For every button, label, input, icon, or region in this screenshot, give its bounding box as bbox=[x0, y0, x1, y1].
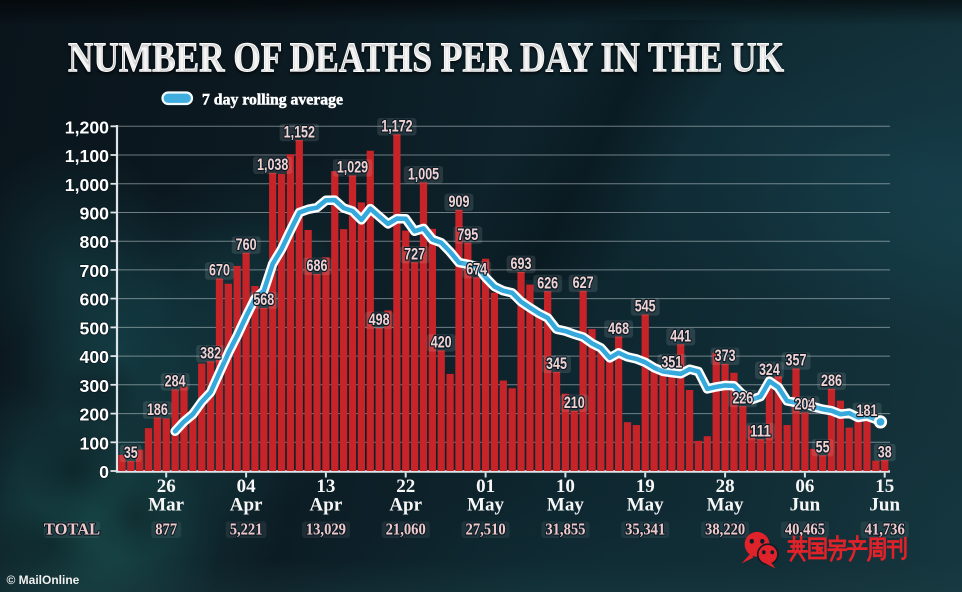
svg-text:286: 286 bbox=[821, 372, 842, 390]
svg-text:15: 15 bbox=[875, 476, 894, 497]
svg-text:35: 35 bbox=[124, 444, 138, 462]
svg-text:181: 181 bbox=[857, 402, 878, 420]
svg-text:300: 300 bbox=[79, 376, 109, 396]
svg-text:357: 357 bbox=[786, 352, 807, 370]
svg-text:760: 760 bbox=[236, 236, 257, 254]
svg-text:35,341: 35,341 bbox=[625, 520, 665, 539]
svg-text:22: 22 bbox=[396, 476, 415, 497]
svg-text:TOTAL: TOTAL bbox=[44, 520, 100, 539]
svg-text:700: 700 bbox=[79, 261, 109, 281]
svg-text:686: 686 bbox=[307, 257, 328, 275]
svg-text:© MailOnline: © MailOnline bbox=[7, 573, 80, 587]
svg-text:400: 400 bbox=[79, 347, 109, 367]
svg-text:Apr: Apr bbox=[389, 495, 422, 516]
svg-text:0: 0 bbox=[99, 462, 109, 482]
svg-text:226: 226 bbox=[732, 389, 753, 407]
svg-text:600: 600 bbox=[79, 290, 109, 310]
svg-text:373: 373 bbox=[715, 347, 736, 365]
svg-text:200: 200 bbox=[79, 405, 109, 425]
svg-text:670: 670 bbox=[209, 262, 230, 280]
svg-text:100: 100 bbox=[79, 433, 109, 453]
svg-text:382: 382 bbox=[200, 345, 221, 363]
svg-text:674: 674 bbox=[466, 261, 487, 279]
svg-text:5,221: 5,221 bbox=[230, 520, 263, 539]
svg-text:May: May bbox=[707, 495, 744, 516]
svg-text:877: 877 bbox=[155, 520, 177, 539]
svg-text:55: 55 bbox=[816, 438, 830, 456]
svg-text:204: 204 bbox=[794, 396, 815, 414]
svg-text:1,000: 1,000 bbox=[65, 175, 109, 195]
svg-text:1,200: 1,200 bbox=[65, 117, 109, 137]
svg-text:27,510: 27,510 bbox=[466, 520, 506, 539]
svg-text:468: 468 bbox=[608, 320, 629, 338]
svg-text:NUMBER OF DEATHS PER DAY IN TH: NUMBER OF DEATHS PER DAY IN THE UK bbox=[68, 36, 784, 82]
svg-text:345: 345 bbox=[546, 355, 567, 373]
svg-text:500: 500 bbox=[79, 318, 109, 338]
svg-text:795: 795 bbox=[457, 226, 478, 244]
svg-text:1,038: 1,038 bbox=[257, 156, 288, 174]
svg-text:Jun: Jun bbox=[869, 495, 900, 516]
svg-text:19: 19 bbox=[636, 476, 655, 497]
svg-text:21,060: 21,060 bbox=[386, 520, 426, 539]
svg-text:Jun: Jun bbox=[790, 495, 821, 516]
svg-text:May: May bbox=[547, 495, 584, 516]
svg-text:284: 284 bbox=[165, 373, 186, 391]
svg-text:13: 13 bbox=[316, 476, 335, 497]
svg-text:186: 186 bbox=[147, 401, 168, 419]
svg-text:727: 727 bbox=[404, 245, 425, 263]
svg-text:909: 909 bbox=[449, 193, 470, 211]
svg-text:351: 351 bbox=[661, 353, 682, 371]
svg-text:May: May bbox=[467, 495, 504, 516]
svg-text:38,220: 38,220 bbox=[705, 520, 745, 539]
svg-text:26: 26 bbox=[157, 476, 176, 497]
svg-text:441: 441 bbox=[670, 328, 691, 346]
svg-text:498: 498 bbox=[369, 311, 390, 329]
svg-text:1,172: 1,172 bbox=[381, 118, 412, 136]
svg-text:Mar: Mar bbox=[148, 495, 184, 516]
svg-text:800: 800 bbox=[79, 232, 109, 252]
svg-text:Apr: Apr bbox=[230, 495, 263, 516]
svg-text:40,465: 40,465 bbox=[785, 520, 825, 539]
svg-text:210: 210 bbox=[564, 394, 585, 412]
svg-text:01: 01 bbox=[476, 476, 495, 497]
svg-text:28: 28 bbox=[716, 476, 735, 497]
svg-text:31,855: 31,855 bbox=[545, 520, 585, 539]
svg-text:420: 420 bbox=[431, 334, 452, 352]
svg-text:10: 10 bbox=[556, 476, 575, 497]
svg-text:06: 06 bbox=[795, 476, 814, 497]
svg-text:627: 627 bbox=[573, 274, 594, 292]
svg-text:324: 324 bbox=[759, 361, 780, 379]
svg-text:568: 568 bbox=[253, 291, 274, 309]
svg-text:Apr: Apr bbox=[310, 495, 343, 516]
svg-text:04: 04 bbox=[237, 476, 257, 497]
svg-text:111: 111 bbox=[750, 422, 771, 440]
svg-text:1,029: 1,029 bbox=[337, 159, 368, 177]
svg-text:May: May bbox=[627, 495, 664, 516]
svg-text:13,029: 13,029 bbox=[306, 520, 346, 539]
svg-text:1,152: 1,152 bbox=[284, 123, 315, 141]
svg-text:545: 545 bbox=[635, 298, 656, 316]
svg-text:693: 693 bbox=[511, 255, 532, 273]
svg-text:1,100: 1,100 bbox=[65, 146, 109, 166]
svg-text:7 day rolling average: 7 day rolling average bbox=[202, 92, 343, 109]
svg-text:38: 38 bbox=[878, 443, 892, 461]
svg-text:900: 900 bbox=[79, 204, 109, 224]
svg-text:41,736: 41,736 bbox=[865, 520, 905, 539]
svg-text:626: 626 bbox=[537, 274, 558, 292]
svg-text:1,005: 1,005 bbox=[408, 166, 439, 184]
